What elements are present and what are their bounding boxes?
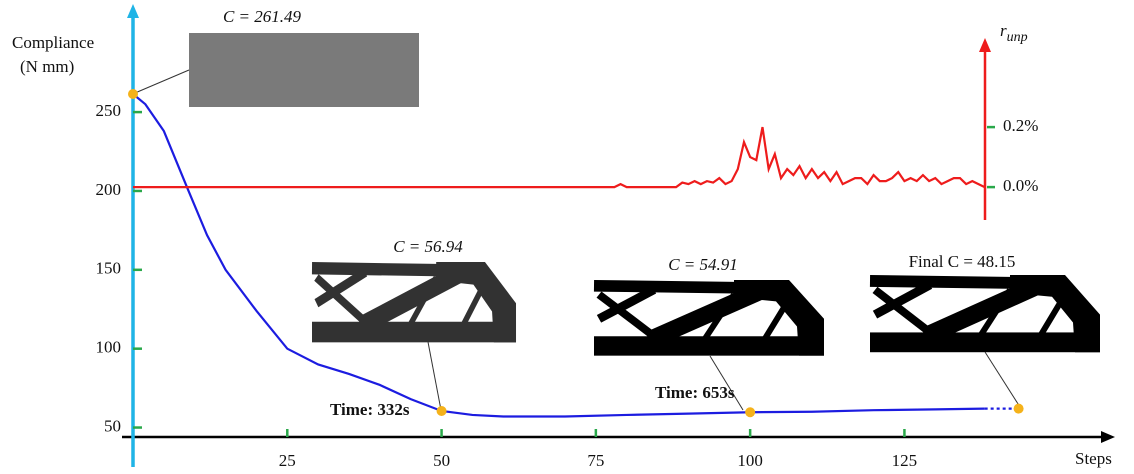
marker (745, 407, 755, 417)
annotation: C = 56.94 (393, 237, 463, 256)
series-line (133, 94, 985, 417)
annotation: Time: 332s (330, 400, 410, 419)
x-label: Steps (1075, 449, 1112, 468)
annotation: C = 54.91 (668, 255, 738, 274)
x-tick-label: 25 (279, 451, 296, 470)
marker (437, 406, 447, 416)
y-tick-label: 200 (96, 180, 122, 199)
y2-label-sub: unp (1007, 30, 1028, 45)
x-tick-label: 75 (587, 451, 604, 470)
page: C = 261.49 C = 56.94 C = 54.91 Final C =… (0, 0, 1134, 474)
marker (1014, 404, 1024, 414)
leader-line (428, 342, 441, 410)
leader-lines (135, 70, 1020, 410)
x-axis-arrow (1101, 431, 1115, 443)
design-image-final (870, 275, 1100, 352)
y2-tick-label: 0.0% (1003, 176, 1038, 195)
chart: C = 261.49 C = 56.94 C = 54.91 Final C =… (0, 0, 1134, 474)
design-image-100 (594, 280, 824, 356)
y-label: (N mm) (20, 57, 74, 76)
x-tick-label: 50 (433, 451, 450, 470)
y-tick-label: 50 (104, 416, 121, 435)
series-line (133, 127, 985, 187)
annotation: Time: 653s (655, 383, 735, 402)
y-label: Compliance (12, 33, 94, 52)
y-tick-label: 150 (96, 259, 122, 278)
y-axis-arrow (127, 4, 139, 18)
y2-tick-label: 0.2% (1003, 116, 1038, 135)
initial-design-image (189, 33, 419, 107)
y-tick-label: 250 (96, 101, 122, 120)
leader-line (135, 70, 189, 93)
annotation: Final C = 48.15 (909, 252, 1016, 271)
x-tick-label: 100 (737, 451, 763, 470)
y-tick-label: 100 (96, 338, 122, 357)
marker (128, 89, 138, 99)
x-tick-label: 125 (892, 451, 918, 470)
y2-axis-arrow (979, 38, 991, 52)
y2-label: runp (1000, 21, 1028, 45)
design-image-50 (312, 262, 516, 342)
leader-line (985, 352, 1020, 407)
annotation: C = 261.49 (223, 7, 302, 26)
